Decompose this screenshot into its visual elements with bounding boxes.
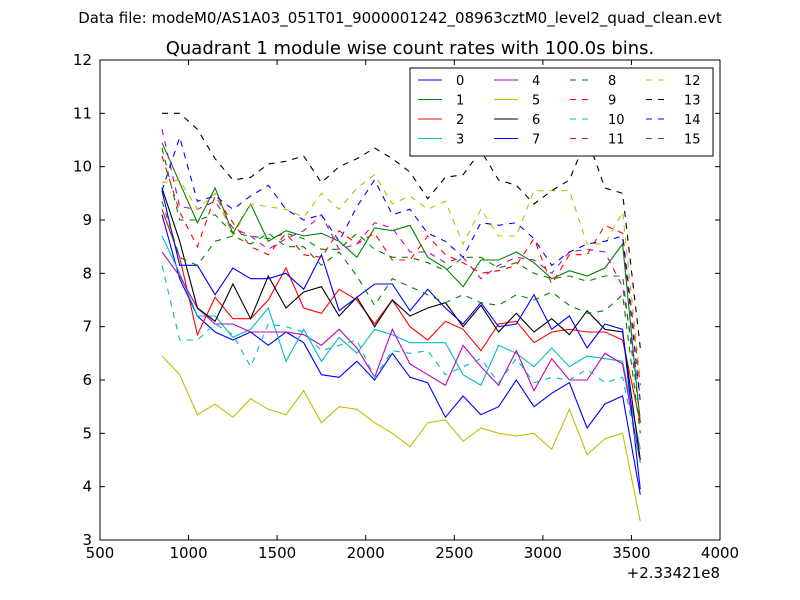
series-line-13 bbox=[162, 112, 641, 349]
series-layer bbox=[161, 112, 641, 522]
series-line-6 bbox=[161, 187, 641, 461]
plot-frame bbox=[99, 59, 721, 541]
series-line-0 bbox=[161, 214, 641, 495]
legend-label-15: 15 bbox=[684, 133, 701, 148]
y-tick-label: 6 bbox=[82, 371, 92, 389]
legend-label-12: 12 bbox=[684, 74, 701, 89]
x-tick-label: 1000 bbox=[169, 544, 207, 562]
series-line-4 bbox=[161, 251, 641, 463]
y-tick-label: 11 bbox=[73, 104, 92, 122]
legend-label-0: 0 bbox=[456, 74, 464, 89]
x-tick-label: 1500 bbox=[258, 544, 296, 562]
x-tick-label: 500 bbox=[86, 544, 115, 562]
x-tick-label: 4000 bbox=[701, 544, 739, 562]
y-tick-label: 9 bbox=[82, 211, 92, 229]
legend-label-3: 3 bbox=[456, 133, 464, 148]
legend-label-6: 6 bbox=[532, 113, 540, 128]
legend-label-5: 5 bbox=[532, 94, 540, 109]
x-offset-label: +2.33421e8 bbox=[627, 564, 720, 582]
y-tick-label: 8 bbox=[82, 264, 92, 282]
legend-label-10: 10 bbox=[608, 113, 625, 128]
series-line-3 bbox=[161, 235, 641, 450]
x-tick-label: 3000 bbox=[524, 544, 562, 562]
legend-label-4: 4 bbox=[532, 74, 540, 89]
y-tick-label: 10 bbox=[73, 158, 92, 176]
legend-label-1: 1 bbox=[456, 94, 464, 109]
legend-frame bbox=[409, 67, 714, 157]
series-line-15 bbox=[161, 147, 641, 421]
series-line-2 bbox=[161, 209, 641, 423]
legend-label-13: 13 bbox=[684, 94, 701, 109]
chart-suptitle: Data file: modeM0/AS1A03_051T01_90000012… bbox=[78, 9, 722, 28]
x-tick-label: 2500 bbox=[435, 544, 473, 562]
series-line-14 bbox=[161, 135, 641, 402]
series-line-7 bbox=[161, 190, 641, 490]
series-line-8 bbox=[161, 201, 641, 434]
legend-label-14: 14 bbox=[684, 113, 701, 128]
y-tick-label: 3 bbox=[82, 531, 92, 549]
legend-label-8: 8 bbox=[608, 74, 616, 89]
legend-label-2: 2 bbox=[456, 113, 464, 128]
series-line-11 bbox=[161, 129, 641, 397]
series-line-5 bbox=[161, 355, 641, 522]
legend-label-9: 9 bbox=[608, 94, 616, 109]
series-line-9 bbox=[161, 155, 641, 386]
legend-label-7: 7 bbox=[532, 133, 540, 148]
y-tick-label: 5 bbox=[82, 424, 92, 442]
series-line-1 bbox=[161, 142, 641, 423]
series-line-10 bbox=[161, 265, 641, 463]
axis-ticks: 500 1000 1500 2000 2500 3000 3500 4000345678910… bbox=[73, 51, 739, 562]
series-line-12 bbox=[161, 173, 641, 381]
x-tick-label: 3500 bbox=[612, 544, 650, 562]
y-tick-label: 12 bbox=[73, 51, 92, 69]
y-tick-label: 7 bbox=[82, 318, 92, 336]
chart-title: Quadrant 1 module wise count rates with … bbox=[166, 38, 655, 59]
legend-label-11: 11 bbox=[608, 133, 625, 148]
x-tick-label: 2000 bbox=[347, 544, 385, 562]
y-tick-label: 4 bbox=[82, 478, 92, 496]
